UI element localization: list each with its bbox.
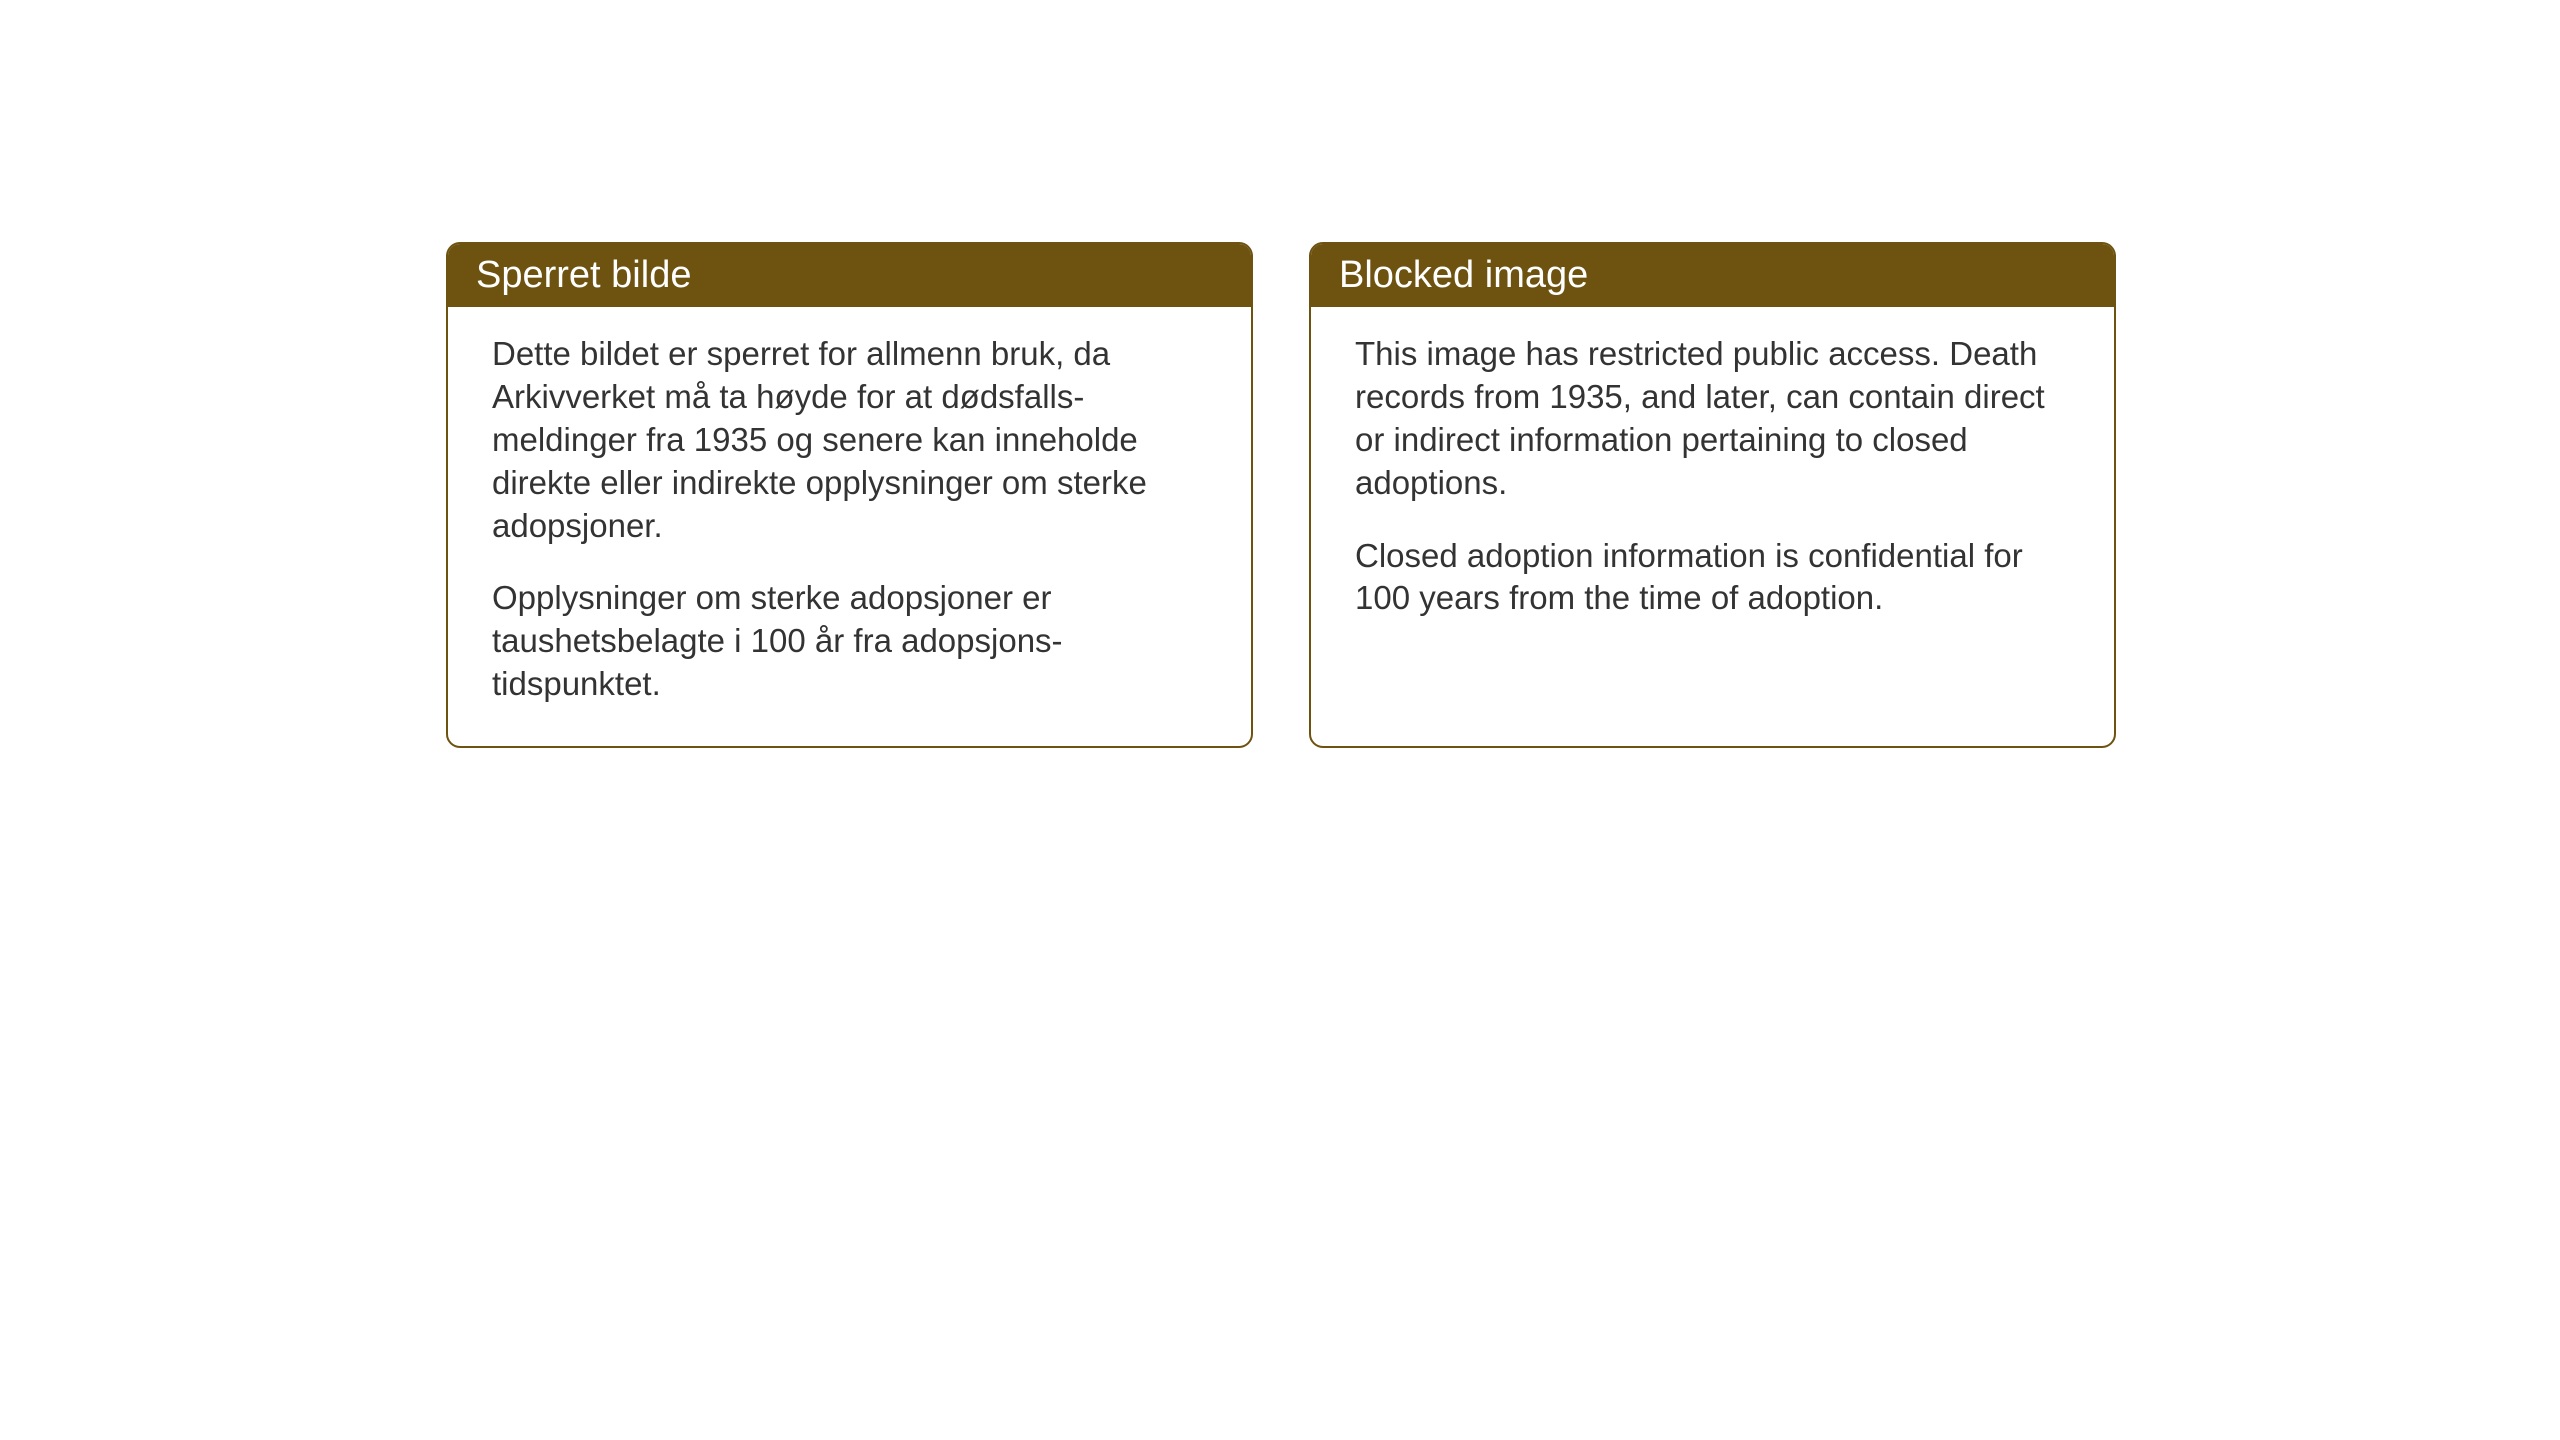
notice-box-norwegian: Sperret bilde Dette bildet er sperret fo… xyxy=(446,242,1253,748)
notice-body-norwegian: Dette bildet er sperret for allmenn bruk… xyxy=(448,307,1251,746)
notice-header-english: Blocked image xyxy=(1311,244,2114,307)
notice-paragraph: Opplysninger om sterke adopsjoner er tau… xyxy=(492,577,1207,706)
notice-paragraph: Dette bildet er sperret for allmenn bruk… xyxy=(492,333,1207,547)
notice-body-english: This image has restricted public access.… xyxy=(1311,307,2114,660)
notice-box-english: Blocked image This image has restricted … xyxy=(1309,242,2116,748)
notice-paragraph: Closed adoption information is confident… xyxy=(1355,535,2070,621)
notice-header-norwegian: Sperret bilde xyxy=(448,244,1251,307)
notice-paragraph: This image has restricted public access.… xyxy=(1355,333,2070,505)
notice-container: Sperret bilde Dette bildet er sperret fo… xyxy=(446,242,2116,748)
